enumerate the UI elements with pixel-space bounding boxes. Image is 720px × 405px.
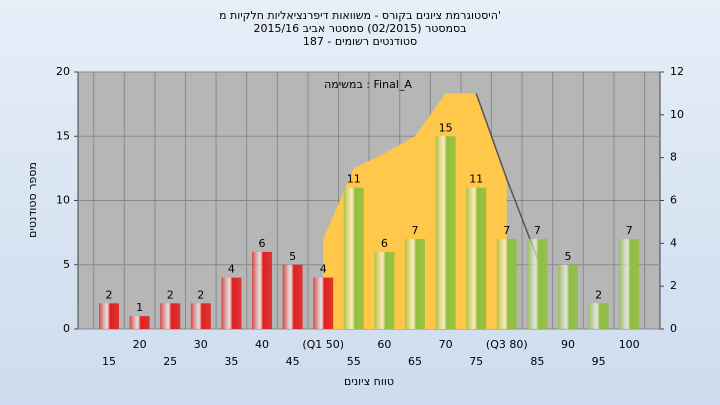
- x-tick-label: (Q1 50): [302, 338, 344, 351]
- value-label: 15: [439, 121, 453, 134]
- y2-tick-label: 12: [670, 65, 684, 78]
- value-label: 11: [347, 173, 361, 186]
- x-tick-label: 85: [530, 355, 544, 368]
- y2-tick-label: 2: [670, 279, 677, 292]
- value-label: 4: [228, 263, 235, 276]
- bar: [129, 316, 150, 329]
- x-tick-label: 60: [377, 338, 391, 351]
- y2-tick-label: 6: [670, 194, 677, 207]
- y-tick-label: 0: [63, 322, 70, 335]
- x-tick-label: 40: [255, 338, 269, 351]
- bar: [343, 187, 364, 329]
- y-tick-label: 20: [56, 65, 70, 78]
- value-label: 7: [626, 224, 633, 237]
- area: [323, 93, 507, 330]
- x-tick-label: 20: [133, 338, 147, 351]
- bar: [282, 264, 303, 329]
- value-label: 6: [381, 237, 388, 250]
- value-label: 2: [167, 288, 174, 301]
- y2-tick-label: 0: [670, 322, 677, 335]
- bar: [527, 239, 548, 329]
- value-label: 11: [469, 173, 483, 186]
- bar: [619, 239, 640, 329]
- line: [475, 93, 539, 259]
- value-label: 2: [197, 288, 204, 301]
- bar: [190, 303, 211, 329]
- x-tick-label: 70: [439, 338, 453, 351]
- y-axis-label: מספר סטודנטים: [26, 162, 39, 238]
- x-tick-label: 30: [194, 338, 208, 351]
- bar: [558, 264, 578, 329]
- y2-tick-label: 4: [670, 236, 677, 249]
- value-label: 5: [289, 250, 296, 263]
- x-tick-label: 45: [286, 355, 300, 368]
- x-tick-label: 65: [408, 355, 422, 368]
- x-tick-label: 55: [347, 355, 361, 368]
- value-label: 6: [259, 237, 266, 250]
- bar: [313, 277, 334, 329]
- x-tick-label: 75: [469, 355, 483, 368]
- bar: [99, 303, 119, 329]
- x-tick-label: 15: [102, 355, 116, 368]
- value-label: 7: [534, 224, 541, 237]
- title-line: בסמסטר (02/2015) סמסטר אביב 2015/16: [253, 22, 466, 35]
- x-tick-label: 100: [619, 338, 640, 351]
- bar: [405, 239, 425, 329]
- value-label: 4: [320, 263, 327, 276]
- y-tick-label: 10: [56, 194, 70, 207]
- y2-tick-label: 10: [670, 108, 684, 121]
- x-tick-label: 95: [592, 355, 606, 368]
- bar: [252, 251, 272, 329]
- x-tick-label: 35: [224, 355, 238, 368]
- y2-tick-label: 8: [670, 151, 677, 164]
- y-tick-label: 5: [63, 258, 70, 271]
- value-label: 2: [106, 288, 113, 301]
- annotation: במשימה : Final_A: [324, 78, 412, 91]
- title-line: היסטוגרמת ציונים בקורס - משוואות דיפרנצי…: [219, 9, 501, 22]
- x-tick-label: (Q3 80): [486, 338, 528, 351]
- value-label: 7: [412, 224, 419, 237]
- bar: [435, 136, 456, 329]
- x-tick-label: 90: [561, 338, 575, 351]
- value-label: 2: [595, 288, 602, 301]
- value-label: 5: [565, 250, 572, 263]
- x-axis-label: טווח ציונים: [344, 375, 394, 388]
- bar: [588, 303, 609, 329]
- bar: [374, 251, 395, 329]
- value-label: 7: [503, 224, 510, 237]
- bar: [221, 277, 242, 329]
- bar: [160, 303, 181, 329]
- x-tick-label: 25: [163, 355, 177, 368]
- y-tick-label: 15: [56, 129, 70, 142]
- bar: [466, 187, 487, 329]
- bar: [496, 239, 517, 329]
- title-line: סטודנטים רשומים - 187: [303, 35, 417, 48]
- value-label: 1: [136, 301, 143, 314]
